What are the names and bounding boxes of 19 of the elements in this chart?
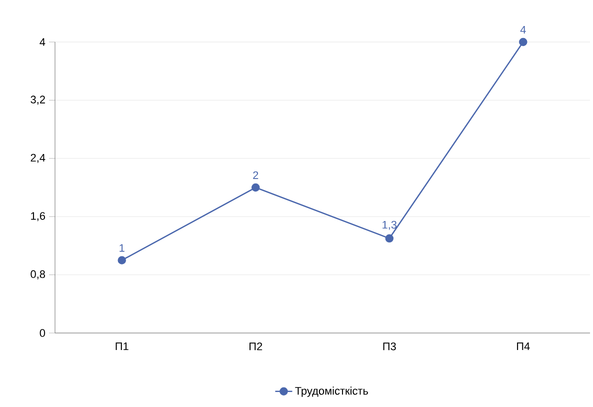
x-tick-label: П1	[116, 342, 128, 350]
point	[518, 38, 528, 46]
y-tick-label: 3,2	[30, 96, 45, 105]
point	[251, 183, 260, 192]
y-tick-label: 0	[40, 329, 46, 337]
data-label: 2	[253, 171, 258, 179]
y-tick-label: 4	[40, 38, 46, 46]
legend-label: Трудомісткість	[295, 386, 368, 397]
point	[385, 234, 394, 243]
y-tick-label: 0,8	[30, 270, 46, 280]
x-tick-label: П2	[250, 342, 262, 350]
y-tick-label: 1,6	[31, 212, 46, 222]
data-label: 4	[520, 26, 526, 34]
data-label: 1	[120, 244, 124, 252]
y-tick-label: 2,4	[30, 154, 46, 163]
x-tick-label: П3	[383, 342, 396, 350]
data-label: 1,3	[382, 220, 397, 230]
x-tick-label: П4	[517, 342, 530, 350]
point	[118, 256, 126, 264]
